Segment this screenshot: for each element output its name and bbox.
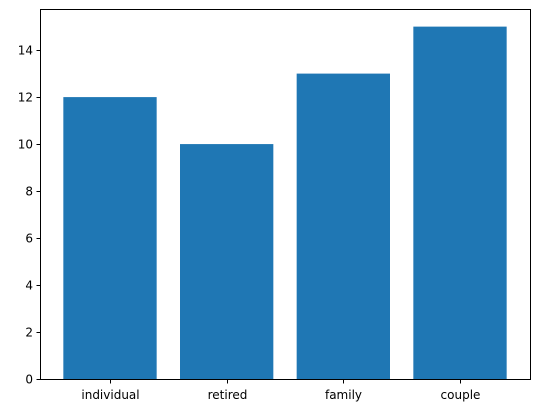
y-tick-label: 14 [18, 44, 33, 58]
y-tick-label: 8 [25, 185, 33, 199]
y-tick-label: 0 [25, 373, 33, 387]
x-tick-label-retired: retired [208, 388, 248, 402]
y-tick-label: 2 [25, 326, 33, 340]
x-tick-label-individual: individual [81, 388, 139, 402]
y-tick-label: 12 [18, 91, 33, 105]
bar-couple [413, 26, 507, 379]
x-tick-label-family: family [325, 388, 362, 402]
x-axis: individual retired family couple [81, 379, 481, 402]
y-axis: 0 2 4 6 8 10 12 14 [18, 44, 41, 387]
bar-family [296, 73, 390, 379]
y-tick-label: 6 [25, 232, 33, 246]
axes-frame [40, 9, 531, 380]
bars [63, 26, 507, 379]
y-tick-label: 4 [25, 279, 33, 293]
y-tick-label: 10 [18, 138, 33, 152]
bar-individual [63, 97, 157, 379]
bar-retired [180, 144, 274, 379]
x-tick-label-couple: couple [441, 388, 481, 402]
